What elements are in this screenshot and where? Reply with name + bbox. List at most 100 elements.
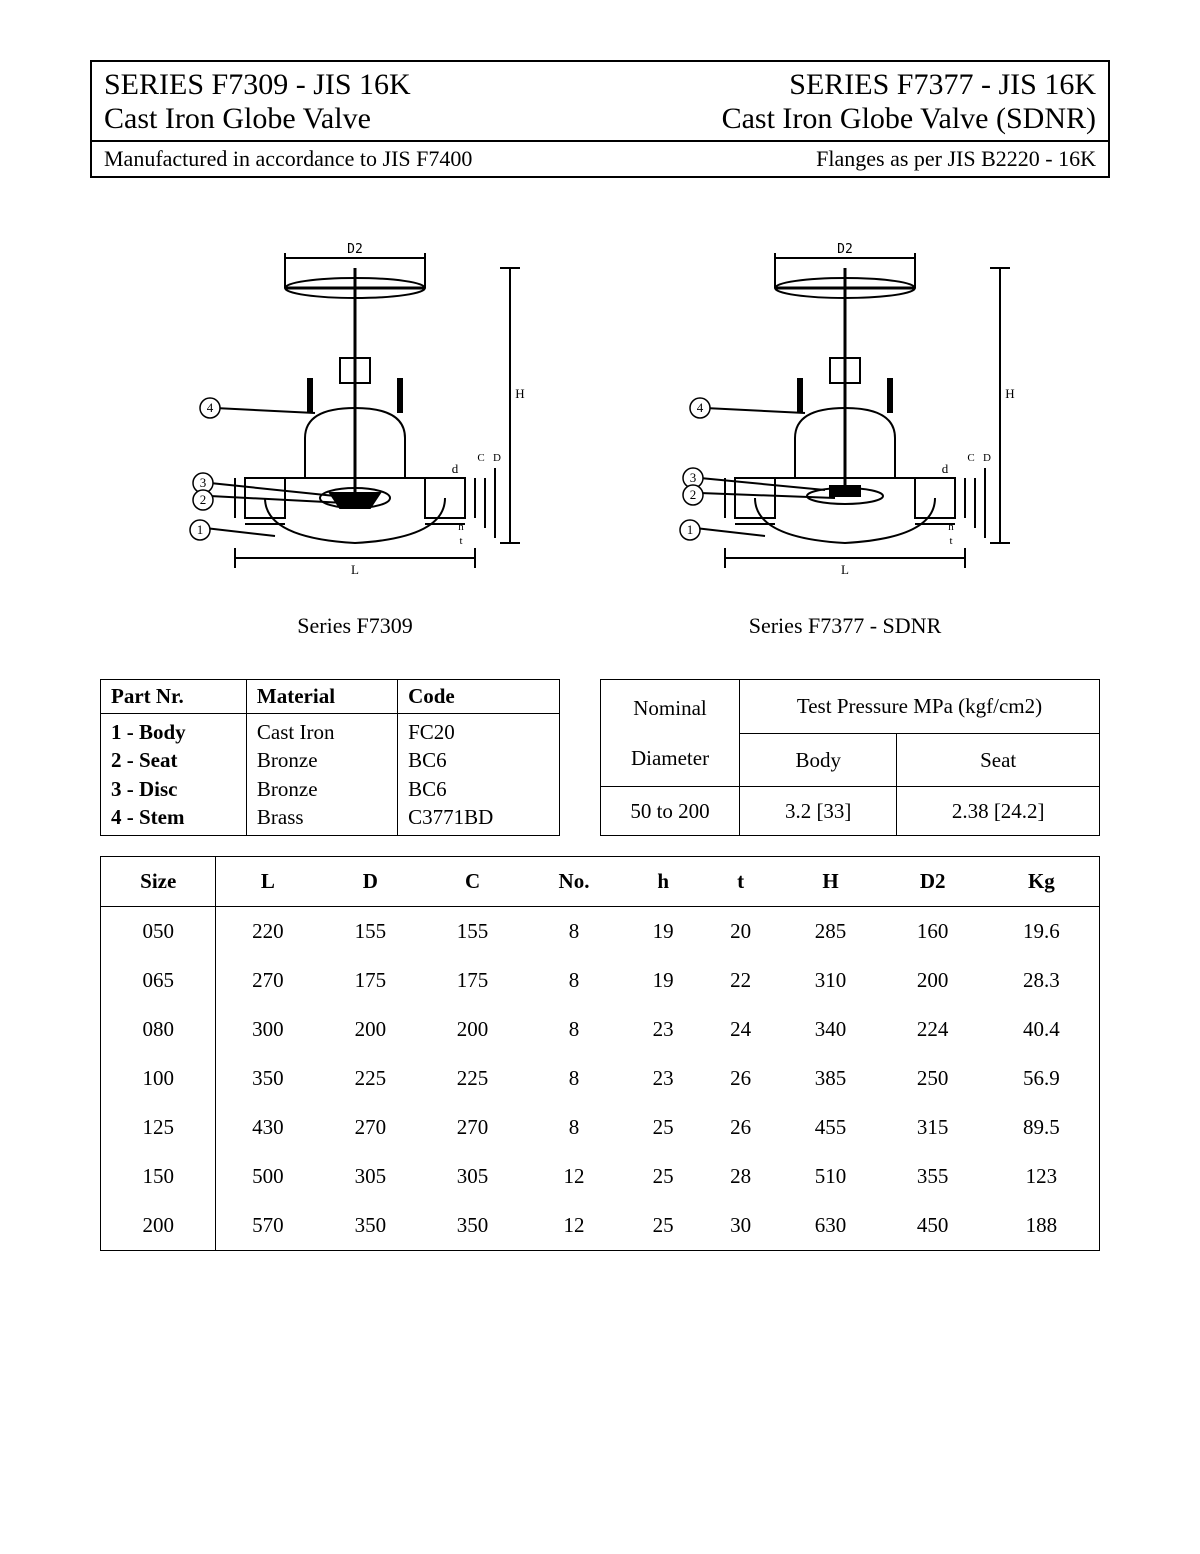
pressure-h-nominal: Nominal Diameter — [601, 680, 740, 787]
dims-cell: 19 — [624, 956, 702, 1005]
parts-h-code: Code — [398, 680, 560, 714]
dim-L: L — [351, 562, 359, 577]
dim-d2: D2 — [837, 242, 853, 257]
parts-code-cell: FC20 BC6 BC6 C3771BD — [398, 714, 560, 836]
dims-cell: 065 — [101, 956, 216, 1005]
dims-cell: 630 — [779, 1201, 881, 1251]
dims-header-row: Size L D C No. h t H D2 Kg — [101, 857, 1100, 907]
dims-cell: 155 — [421, 907, 523, 957]
dims-cell: 270 — [421, 1103, 523, 1152]
dim-d: d — [452, 461, 459, 476]
dims-cell: 224 — [882, 1005, 984, 1054]
dims-cell: 19 — [624, 907, 702, 957]
dims-cell: 455 — [779, 1103, 881, 1152]
parts-h-partnr: Part Nr. — [101, 680, 247, 714]
dims-cell: 225 — [421, 1054, 523, 1103]
title-box: SERIES F7309 - JIS 16K SERIES F7377 - JI… — [90, 60, 1110, 142]
table-row: 200570350350122530630450188 — [101, 1201, 1100, 1251]
dims-cell: 450 — [882, 1201, 984, 1251]
dims-cell: 570 — [216, 1201, 319, 1251]
title-row-2: Cast Iron Globe Valve Cast Iron Globe Va… — [104, 102, 1096, 136]
callout-1: 1 — [197, 522, 204, 537]
dims-cell: 340 — [779, 1005, 881, 1054]
dims-h-h: h — [624, 857, 702, 907]
dims-body: 0502201551558192028516019.60652701751758… — [101, 907, 1100, 1251]
dims-cell: 350 — [319, 1201, 421, 1251]
dims-cell: 25 — [624, 1103, 702, 1152]
pressure-range: 50 to 200 — [601, 787, 740, 836]
pressure-table: Nominal Diameter Test Pressure MPa (kgf/… — [600, 679, 1100, 836]
pressure-h-test: Test Pressure MPa (kgf/cm2) — [740, 680, 1100, 734]
dims-cell: 28 — [702, 1152, 780, 1201]
dims-cell: 56.9 — [984, 1054, 1100, 1103]
callout-4: 4 — [697, 400, 704, 415]
dims-cell: 28.3 — [984, 956, 1100, 1005]
dims-cell: 26 — [702, 1103, 780, 1152]
callout-2: 2 — [690, 487, 697, 502]
table-row: 0652701751758192231020028.3 — [101, 956, 1100, 1005]
diagram-right-col: 4 3 2 1 D2 H d C D h t L Series F7377 - … — [645, 238, 1045, 639]
dims-cell: 300 — [216, 1005, 319, 1054]
dims-cell: 155 — [319, 907, 421, 957]
table-row: 0803002002008232434022440.4 — [101, 1005, 1100, 1054]
dims-cell: 20 — [702, 907, 780, 957]
table-row: 1003502252258232638525056.9 — [101, 1054, 1100, 1103]
dims-cell: 270 — [319, 1103, 421, 1152]
dim-t: t — [459, 535, 462, 547]
parts-material-cell: Cast Iron Bronze Bronze Brass — [246, 714, 397, 836]
dims-cell: 350 — [421, 1201, 523, 1251]
dims-cell: 430 — [216, 1103, 319, 1152]
dim-D: D — [493, 452, 501, 464]
dims-h-C: C — [421, 857, 523, 907]
dims-h-H: H — [779, 857, 881, 907]
dim-H: H — [1005, 386, 1014, 401]
pressure-h-seat: Seat — [897, 733, 1100, 787]
dims-h-L: L — [216, 857, 319, 907]
subheader-box: Manufactured in accordance to JIS F7400 … — [90, 142, 1110, 178]
dims-cell: 188 — [984, 1201, 1100, 1251]
parts-partnr-cell: 1 - Body 2 - Seat 3 - Disc 4 - Stem — [101, 714, 247, 836]
dims-cell: 123 — [984, 1152, 1100, 1201]
desc-right: Cast Iron Globe Valve (SDNR) — [722, 102, 1096, 136]
dims-cell: 12 — [524, 1152, 625, 1201]
datasheet-page: SERIES F7309 - JIS 16K SERIES F7377 - JI… — [0, 0, 1200, 1554]
pressure-body: 3.2 [33] — [740, 787, 897, 836]
dims-cell: 89.5 — [984, 1103, 1100, 1152]
dims-cell: 250 — [882, 1054, 984, 1103]
dims-cell: 22 — [702, 956, 780, 1005]
dims-h-t: t — [702, 857, 780, 907]
dims-cell: 385 — [779, 1054, 881, 1103]
valve-diagram-f7309: 4 3 2 1 D2 H d C D h t L — [155, 238, 555, 578]
dims-h-D2: D2 — [882, 857, 984, 907]
flange-note: Flanges as per JIS B2220 - 16K — [816, 146, 1096, 172]
dims-h-Kg: Kg — [984, 857, 1100, 907]
dims-h-D: D — [319, 857, 421, 907]
dim-h: h — [948, 521, 954, 533]
dims-cell: 200 — [101, 1201, 216, 1251]
diagram-right-caption: Series F7377 - SDNR — [645, 613, 1045, 639]
parts-table: Part Nr. Material Code 1 - Body 2 - Seat… — [100, 679, 560, 836]
dims-cell: 500 — [216, 1152, 319, 1201]
table-row: 0502201551558192028516019.6 — [101, 907, 1100, 957]
dims-cell: 080 — [101, 1005, 216, 1054]
dims-cell: 26 — [702, 1054, 780, 1103]
dims-cell: 40.4 — [984, 1005, 1100, 1054]
pressure-h-body: Body — [740, 733, 897, 787]
valve-diagram-f7377: 4 3 2 1 D2 H d C D h t L — [645, 238, 1045, 578]
dims-cell: 25 — [624, 1201, 702, 1251]
callout-4: 4 — [207, 400, 214, 415]
dim-d2: D2 — [347, 242, 363, 257]
dims-cell: 225 — [319, 1054, 421, 1103]
dims-cell: 8 — [524, 1054, 625, 1103]
dims-cell: 8 — [524, 907, 625, 957]
dims-cell: 8 — [524, 1005, 625, 1054]
dims-cell: 305 — [421, 1152, 523, 1201]
dims-cell: 23 — [624, 1054, 702, 1103]
dimensions-table: Size L D C No. h t H D2 Kg 0502201551558… — [100, 856, 1100, 1251]
dims-cell: 160 — [882, 907, 984, 957]
dims-cell: 050 — [101, 907, 216, 957]
dim-h: h — [458, 521, 464, 533]
dim-C: C — [967, 452, 974, 464]
diagram-area: 4 3 2 1 D2 H d C D h t L Series F7309 — [90, 238, 1110, 639]
dims-cell: 24 — [702, 1005, 780, 1054]
